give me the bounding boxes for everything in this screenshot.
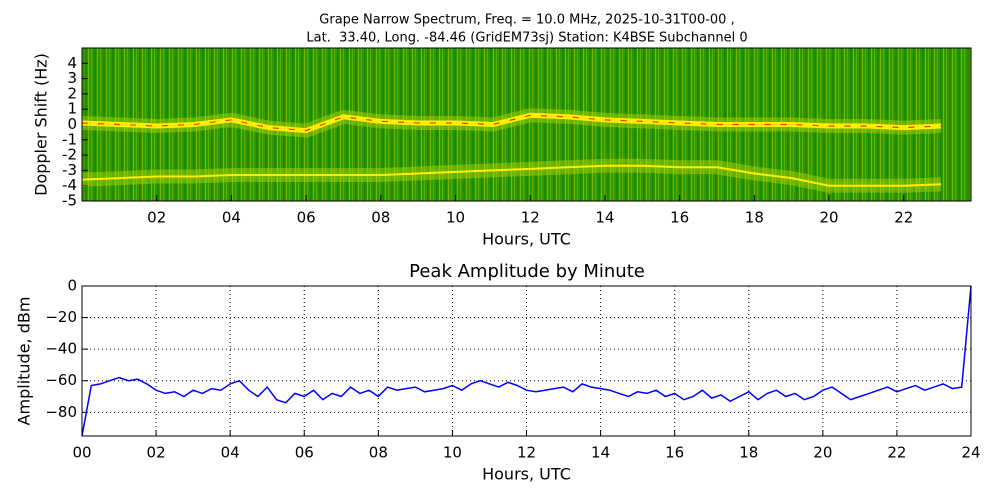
x-tick-label: 18 <box>745 209 764 227</box>
y-tick-label: -3 <box>62 161 77 179</box>
x-tick-label: 14 <box>595 209 614 227</box>
y-tick-label: −60 <box>45 371 77 389</box>
x-tick-label: 14 <box>591 444 610 462</box>
x-tick-label: 10 <box>446 209 465 227</box>
x-tick-label: 24 <box>961 444 980 462</box>
y-tick-label: 1 <box>67 100 77 118</box>
title-line: Lat. 33.40, Long. -84.46 (GridEM73sj) St… <box>306 31 747 46</box>
x-tick-label: 08 <box>369 444 388 462</box>
y-tick-label: 3 <box>67 69 77 87</box>
y-tick-label: -2 <box>62 146 77 164</box>
y-tick-label: -5 <box>62 192 77 210</box>
y-tick-label: −40 <box>45 340 77 358</box>
x-axis-label: Hours, UTC <box>482 230 571 249</box>
y-tick-label: -4 <box>62 176 77 194</box>
x-tick-label: 06 <box>297 209 316 227</box>
plot-frame <box>81 285 972 437</box>
x-tick-label: 20 <box>813 444 832 462</box>
x-tick-label: 18 <box>739 444 758 462</box>
x-axis-label: Hours, UTC <box>482 465 571 484</box>
y-axis-label: Amplitude, dBm <box>15 297 34 426</box>
line <box>81 285 972 437</box>
plot-frame <box>81 47 972 202</box>
y-tick-label: 4 <box>67 54 77 72</box>
x-tick-label: 10 <box>443 444 462 462</box>
trace <box>81 164 942 187</box>
x-tick-label: 16 <box>670 209 689 227</box>
x-tick-label: 22 <box>887 444 906 462</box>
x-tick-label: 12 <box>521 209 540 227</box>
trace-core <box>81 114 942 132</box>
y-tick-label: −20 <box>45 308 77 326</box>
x-tick-label: 22 <box>894 209 913 227</box>
y-tick-label: 2 <box>67 84 77 102</box>
chart-title: Peak Amplitude by Minute <box>409 261 645 282</box>
x-tick-label: 02 <box>147 444 166 462</box>
x-tick-label: 12 <box>517 444 536 462</box>
title-line: Grape Narrow Spectrum, Freq. = 10.0 MHz,… <box>319 13 734 28</box>
x-tick-label: 06 <box>295 444 314 462</box>
x-tick-label: 08 <box>371 209 390 227</box>
x-tick-label: 00 <box>72 444 91 462</box>
x-tick-label: 02 <box>147 209 166 227</box>
x-tick-label: 04 <box>222 209 241 227</box>
y-axis-label: Doppler Shift (Hz) <box>32 53 51 196</box>
y-tick-label: 0 <box>67 115 77 133</box>
y-tick-label: 0 <box>67 277 77 295</box>
x-tick-label: 16 <box>665 444 684 462</box>
plot-background <box>82 286 971 436</box>
x-tick-label: 20 <box>820 209 839 227</box>
y-tick-label: -1 <box>62 130 77 148</box>
y-tick-label: −80 <box>45 403 77 421</box>
x-tick-label: 04 <box>221 444 240 462</box>
